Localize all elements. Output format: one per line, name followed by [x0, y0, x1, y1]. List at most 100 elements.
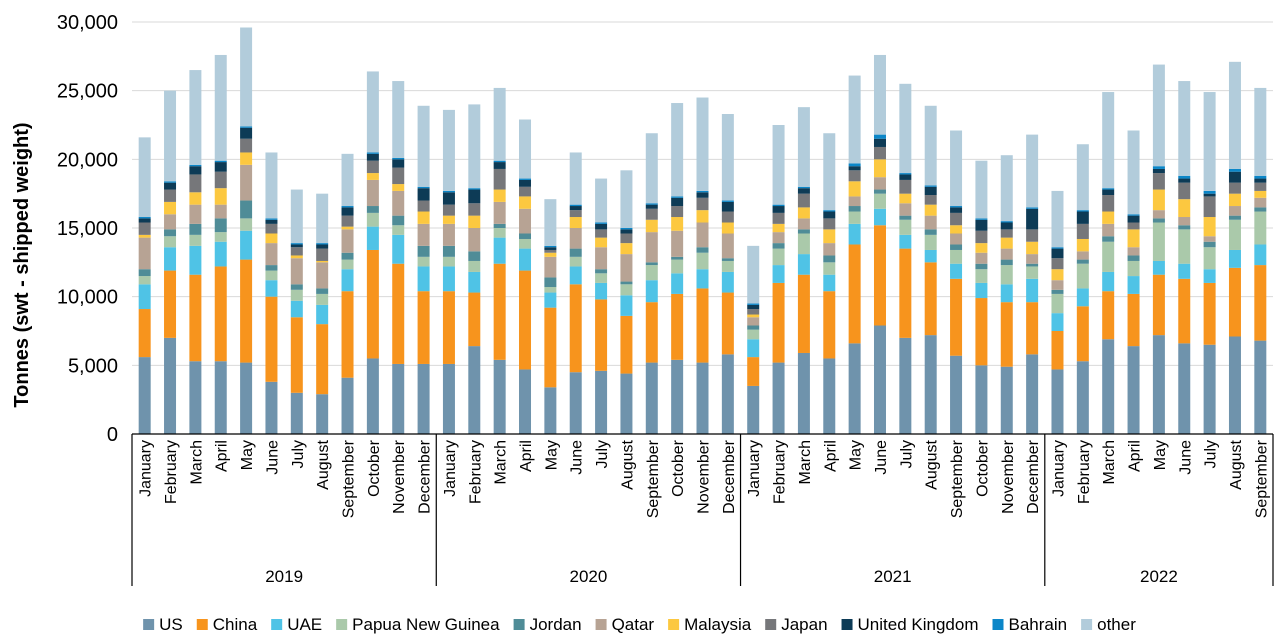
bar-segment-malaysia [747, 314, 760, 318]
legend-label: Jordan [530, 615, 582, 634]
bar-segment-jordan [442, 245, 455, 257]
bar-segment-qatar [696, 222, 709, 248]
bar-segment-japan [138, 222, 151, 235]
bar-segment-china [189, 274, 202, 362]
bar-segment-malaysia [1051, 269, 1064, 281]
legend-swatch [1081, 619, 1093, 630]
x-tick-label: April [1127, 440, 1144, 472]
bar-segment-china [366, 249, 379, 359]
bar-segment-uae [696, 269, 709, 289]
bar-segment-qatar [620, 254, 633, 282]
bar-segment-united-kingdom [544, 247, 557, 250]
bar-segment-papua-new-guinea [366, 212, 379, 227]
bar-segment-us [1000, 366, 1013, 434]
bar-segment-bahrain [645, 203, 658, 205]
bar-segment-united-kingdom [392, 159, 405, 168]
bar-segment-bahrain [1228, 168, 1241, 172]
bar-segment-china [645, 302, 658, 363]
bar-segment-papua-new-guinea [645, 265, 658, 281]
bar-segment-qatar [569, 228, 582, 249]
bar-segment-other [950, 130, 963, 207]
bar-segment-uae [417, 266, 430, 292]
bar-segment-bahrain [595, 222, 608, 224]
bar-segment-china [214, 266, 227, 362]
bar-segment-united-kingdom [493, 162, 506, 169]
bar-segment-other [316, 193, 329, 244]
legend-item: Papua New Guinea [336, 615, 500, 634]
bar-segment-qatar [1076, 251, 1089, 260]
bar-segment-united-kingdom [290, 244, 303, 248]
x-tick-label: December [1025, 439, 1042, 513]
bar-segment-jordan [671, 256, 684, 260]
bar-segment-bahrain [493, 160, 506, 163]
bar-segment-malaysia [1203, 217, 1216, 237]
legend-item: other [1081, 615, 1136, 634]
bar-segment-us [1152, 335, 1165, 434]
bar-segment-malaysia [569, 217, 582, 228]
bar-segment-other [696, 97, 709, 191]
bar-segment-china [848, 244, 861, 344]
bar-segment-china [544, 307, 557, 388]
bar-segment-us [214, 361, 227, 434]
x-tick-label: April [518, 440, 535, 472]
bar-segment-uae [544, 292, 557, 308]
x-tick-label: January [442, 440, 459, 497]
bar-segment-jordan [316, 288, 329, 294]
bar-segment-uae [1127, 276, 1140, 294]
bar-segment-bahrain [747, 303, 760, 305]
bar-segment-united-kingdom [696, 192, 709, 198]
legend-item: Malaysia [668, 615, 752, 634]
bar-segment-other [1026, 134, 1039, 208]
bar-segment-malaysia [519, 196, 532, 209]
x-tick-label: April [822, 440, 839, 472]
bar-segment-bahrain [772, 204, 785, 207]
bar-segment-japan [1102, 195, 1115, 212]
bar-segment-papua-new-guinea [569, 256, 582, 267]
bar-segment-other [1102, 92, 1115, 189]
bar-segment-jordan [1051, 289, 1064, 294]
bar-segment-other [569, 152, 582, 205]
bar-segment-japan [823, 218, 836, 230]
bar-segment-papua-new-guinea [1228, 219, 1241, 250]
bar-segment-jordan [189, 223, 202, 235]
bar-segment-bahrain [1000, 221, 1013, 223]
legend-item: Jordan [513, 615, 582, 634]
bar-segment-papua-new-guinea [595, 273, 608, 283]
legend-swatch [336, 619, 348, 630]
x-tick-label: June [569, 440, 586, 475]
bar-segment-other [721, 114, 734, 201]
bar-segment-other [620, 170, 633, 228]
bar-segment-papua-new-guinea [240, 218, 253, 231]
bar-segment-uae [1203, 269, 1216, 283]
bar-segment-china [620, 315, 633, 374]
bar-segment-qatar [442, 223, 455, 246]
bar-segment-bahrain [366, 152, 379, 154]
bar-segment-uae [1152, 260, 1165, 275]
bar-segment-jordan [848, 206, 861, 212]
bar-segment-jordan [392, 215, 405, 226]
bar-segment-malaysia [721, 222, 734, 234]
bar-segment-papua-new-guinea [341, 259, 354, 270]
bar-segment-united-kingdom [164, 182, 177, 190]
bar-segment-japan [1254, 182, 1267, 191]
x-tick-label: July [898, 440, 915, 468]
bar-segment-uae [1026, 278, 1039, 303]
bar-segment-jordan [1026, 263, 1039, 267]
bar-segment-united-kingdom [1102, 189, 1115, 196]
bar-segment-japan [240, 138, 253, 153]
x-tick-label: January [746, 440, 763, 497]
bar-segment-jordan [544, 277, 557, 288]
bar-segment-japan [468, 203, 481, 216]
y-tick-label: 15,000 [57, 218, 118, 240]
bar-segment-jordan [341, 252, 354, 260]
legend-label: Malaysia [684, 615, 752, 634]
legend: US China UAE Papua New Guinea Jordan Qatar Mal… [143, 615, 1136, 634]
bar-segment-japan [290, 247, 303, 256]
bar-segment-japan [797, 193, 810, 208]
bar-segment-uae [873, 208, 886, 226]
bar-segment-other [189, 70, 202, 165]
bar-segment-uae [290, 300, 303, 318]
bar-segment-bahrain [1102, 188, 1115, 190]
bar-segment-jordan [1203, 241, 1216, 248]
bar-segment-malaysia [1102, 211, 1115, 224]
